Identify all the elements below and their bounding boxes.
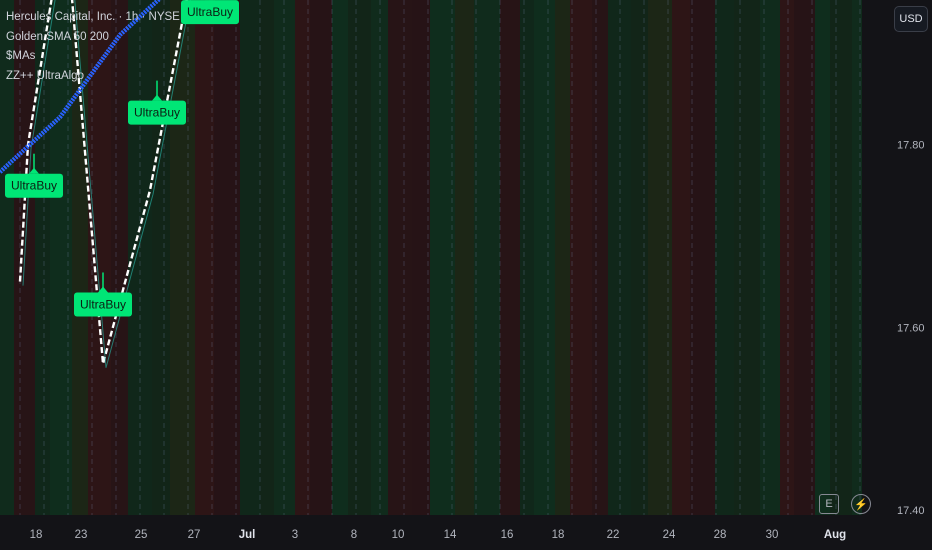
x-tick-label: 28	[714, 529, 727, 541]
signal-labels: UltraShortUltraBuyUltraBuyUltraBuyUltraB…	[5, 0, 239, 317]
x-tick-label: 22	[607, 529, 620, 541]
signal-text: UltraBuy	[134, 106, 180, 120]
ultrabuy-label	[128, 100, 186, 125]
session-band	[50, 0, 72, 515]
session-band	[570, 0, 592, 515]
session-band	[760, 0, 780, 515]
session-band	[534, 0, 555, 515]
indicator-mas[interactable]: $MAs	[6, 50, 36, 62]
signal-text: UltraBuy	[11, 179, 57, 193]
session-band	[195, 0, 214, 515]
x-tick-label: Jul	[239, 529, 256, 541]
ultrabuy-label	[181, 0, 239, 25]
signal-pointer	[152, 94, 162, 101]
session-band	[794, 0, 815, 515]
symbol-title[interactable]: Hercules Capital, Inc. · 1h · NYSE	[6, 11, 180, 23]
session-band	[240, 0, 260, 515]
session-band	[88, 0, 111, 515]
session-band	[111, 0, 128, 515]
session-band	[815, 0, 830, 515]
x-tick-label: 18	[552, 529, 565, 541]
indicator-zz-ultraalgo[interactable]: ZZ++ UltraAlgo	[6, 69, 84, 82]
ultrabuy-label	[74, 292, 132, 317]
indicator-golden-sma[interactable]: Golden SMA 50 200	[6, 30, 109, 43]
x-tick-label: 24	[663, 529, 676, 541]
session-band	[72, 0, 88, 515]
session-band	[631, 0, 648, 515]
session-band	[295, 0, 310, 515]
axes: 19.6019.4019.2019.0018.8018.6018.4018.20…	[30, 140, 925, 541]
currency-button[interactable]: USD	[894, 6, 928, 32]
session-band	[274, 0, 295, 515]
y-tick-label: 17.60	[897, 322, 925, 334]
lightning-icon[interactable]: ⚡	[851, 494, 871, 514]
x-tick-label: 10	[392, 529, 405, 541]
session-band	[608, 0, 631, 515]
session-band	[648, 0, 672, 515]
x-tick-label: 27	[188, 529, 201, 541]
session-band	[500, 0, 520, 515]
session-band	[780, 0, 794, 515]
x-tick-label: 16	[501, 529, 514, 541]
chart-legend: Hercules Capital, Inc. · 1h · NYSE Golde…	[6, 8, 180, 86]
session-band	[260, 0, 274, 515]
y-tick-label: 17.40	[897, 505, 925, 517]
signal-text: UltraBuy	[80, 297, 126, 311]
session-band	[555, 0, 570, 515]
session-band	[348, 0, 371, 515]
x-tick-label: 18	[30, 529, 43, 541]
y-tick-label: 17.80	[897, 140, 925, 152]
earnings-e-icon[interactable]: E	[819, 494, 839, 514]
session-band	[412, 0, 430, 515]
x-tick-label: 23	[75, 529, 88, 541]
session-band	[0, 0, 14, 515]
x-tick-label: 3	[292, 529, 298, 541]
session-band	[474, 0, 500, 515]
price-axis-panel	[862, 0, 932, 550]
x-tick-label: 14	[444, 529, 457, 541]
time-axis-panel	[0, 515, 932, 550]
session-band	[672, 0, 690, 515]
session-band	[310, 0, 332, 515]
session-band	[690, 0, 715, 515]
x-tick-label: 25	[135, 529, 148, 541]
signal-text: UltraBuy	[187, 5, 233, 19]
session-band	[734, 0, 760, 515]
session-band	[214, 0, 240, 515]
signal-pointer	[29, 167, 39, 174]
x-tick-label: Aug	[824, 529, 846, 541]
ultrabuy-label	[5, 173, 63, 198]
session-band	[388, 0, 412, 515]
session-band	[371, 0, 388, 515]
x-tick-label: 30	[766, 529, 779, 541]
x-tick-label: 8	[351, 529, 357, 541]
signal-pointer	[98, 286, 108, 293]
session-band	[332, 0, 348, 515]
session-band	[592, 0, 608, 515]
session-band	[830, 0, 852, 515]
session-band	[715, 0, 734, 515]
grid	[19, 0, 861, 515]
session-band	[520, 0, 534, 515]
session-band	[430, 0, 455, 515]
session-band	[455, 0, 474, 515]
